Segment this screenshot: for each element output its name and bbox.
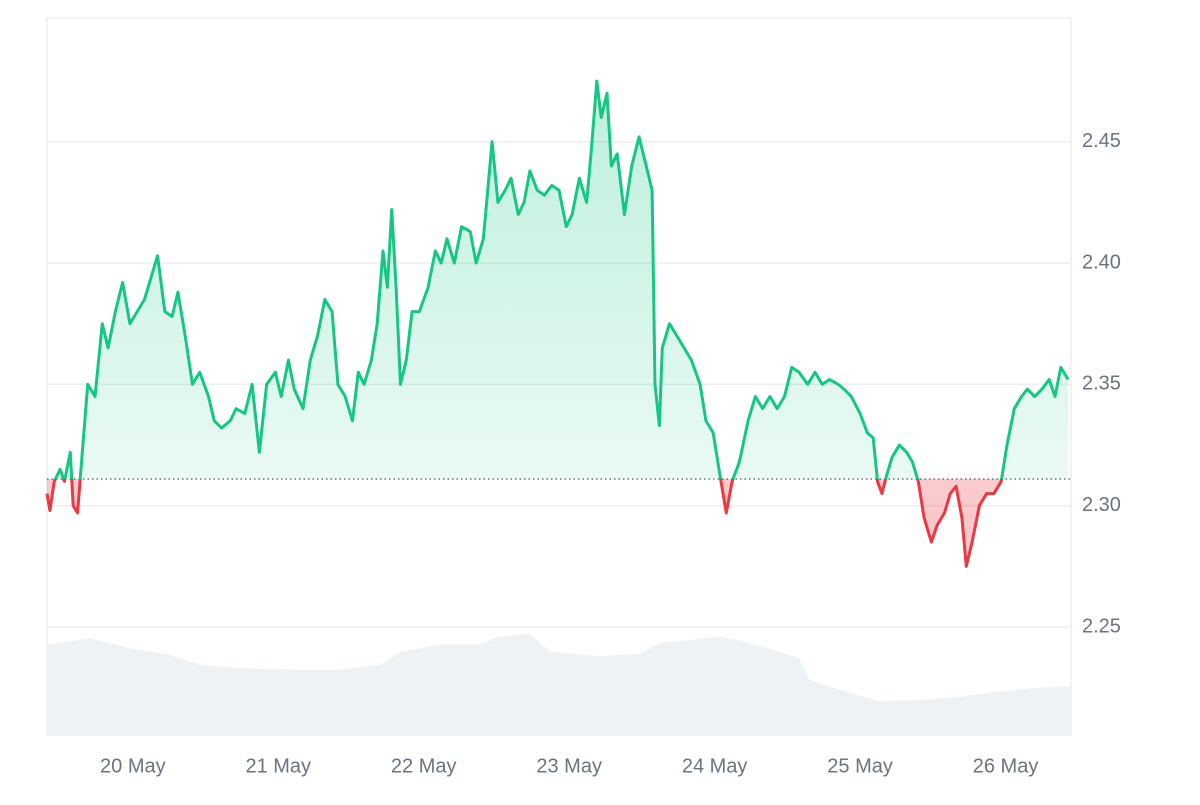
price-line [53, 79, 1070, 480]
volume-area [47, 633, 1071, 735]
y-tick-label: 2.40 [1082, 251, 1121, 273]
x-tick-label: 22 May [391, 755, 457, 777]
x-tick-label: 23 May [536, 755, 602, 777]
x-tick-label: 25 May [827, 755, 893, 777]
y-tick-label: 2.30 [1082, 494, 1121, 516]
y-tick-label: 2.25 [1082, 615, 1121, 637]
x-tick-label: 21 May [245, 755, 311, 777]
x-tick-label: 26 May [973, 755, 1039, 777]
y-tick-label: 2.35 [1082, 373, 1121, 395]
x-tick-label: 20 May [100, 755, 166, 777]
y-tick-label: 2.45 [1082, 130, 1121, 152]
area-above-baseline [47, 81, 1069, 480]
x-tick-label: 24 May [682, 755, 748, 777]
